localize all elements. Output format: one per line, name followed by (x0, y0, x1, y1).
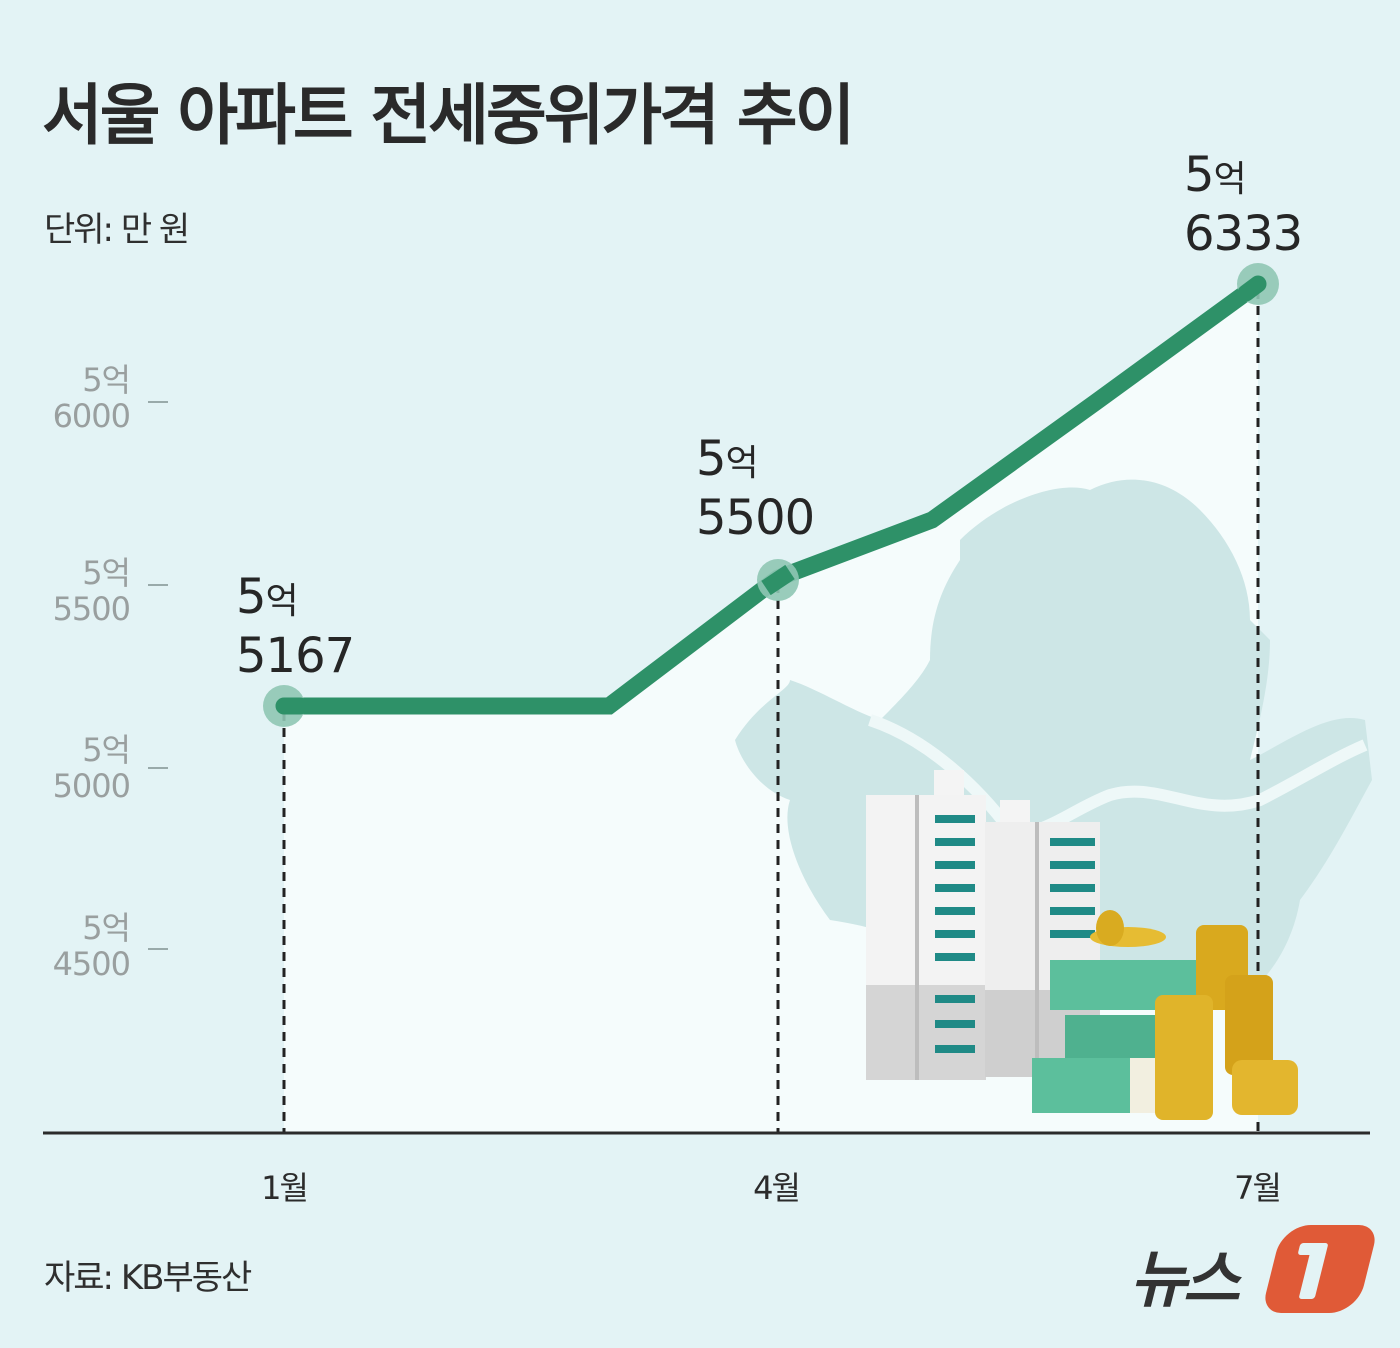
unit-label: 단위: 만 원 (44, 210, 190, 250)
ytick-label: 5억 6000 (52, 361, 131, 435)
logo-text: 뉴스 (1130, 1243, 1240, 1316)
xtick-label-apr: 4월 (753, 1169, 801, 1207)
river (868, 714, 1368, 838)
news1-logo: 뉴스 (1130, 1225, 1379, 1316)
ytick-label: 5억 4500 (52, 909, 131, 983)
xtick-label-jul: 7월 (1234, 1169, 1282, 1207)
data-label-jan: 5억 5167 (236, 569, 355, 684)
data-label-apr: 5억 5500 (696, 431, 815, 546)
cash-stacks-illustration (1032, 960, 1200, 1113)
xtick-label-jan: 1월 (261, 1169, 309, 1207)
chart-title: 서울 아파트 전세중위가격 추이 (42, 77, 855, 154)
data-label-jul: 5억 6333 (1184, 147, 1303, 262)
ytick-label: 5억 5500 (52, 554, 131, 628)
ytick-label: 5억 5000 (52, 731, 131, 805)
source-note: 자료: KB부동산 (44, 1258, 252, 1298)
gold-coins-illustration (1090, 910, 1298, 1120)
logo-badge-icon (1261, 1225, 1379, 1313)
